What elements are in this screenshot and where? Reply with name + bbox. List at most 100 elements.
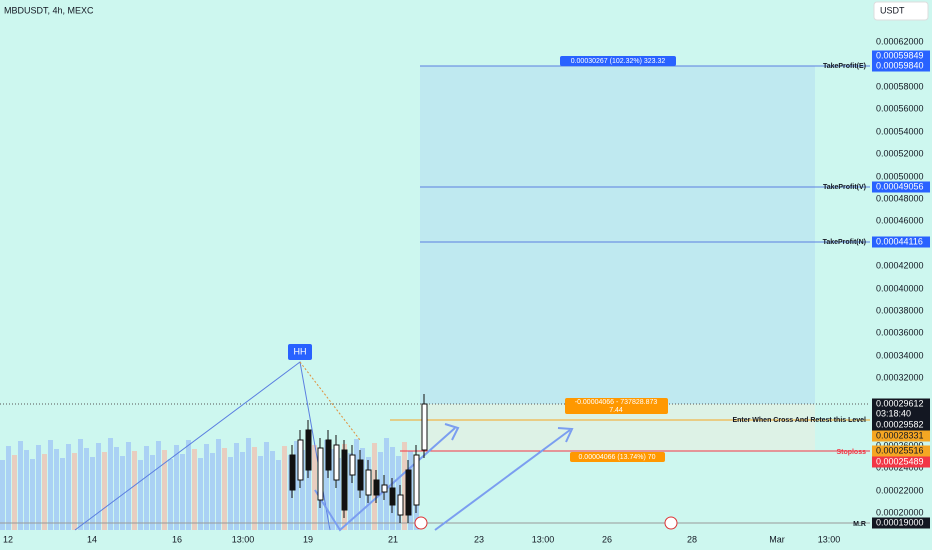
candle <box>349 454 356 476</box>
candle <box>333 444 340 481</box>
candle <box>357 459 364 491</box>
price-badge <box>872 408 930 420</box>
price-badge-text: 0.00059849 <box>876 50 924 60</box>
currency-button[interactable] <box>873 1 929 21</box>
volume-bar <box>12 455 17 530</box>
price-badge-text: 03:18:40 <box>876 408 911 418</box>
price-label: 0.00052000 <box>876 148 924 158</box>
volume-bar <box>192 449 197 530</box>
time-label: Mar <box>769 534 785 544</box>
candle <box>365 469 372 496</box>
volume-bar <box>288 455 293 530</box>
volume-bar <box>336 458 341 530</box>
price-badge <box>872 456 930 468</box>
volume-bar <box>258 456 263 530</box>
hh-label: HH <box>294 346 307 356</box>
candle <box>405 469 412 516</box>
position-label-box <box>565 398 668 414</box>
volume-bar <box>246 438 251 530</box>
volume-bar <box>222 448 227 530</box>
time-axis: 12 14 16 13:00 19 21 23 13:00 26 28 Mar 13:00 <box>3 534 840 544</box>
volume-bar <box>18 441 23 530</box>
symbol-title: MBDUSDT, 4h, MEXC <box>4 5 94 15</box>
price-badge <box>872 50 930 62</box>
stoploss-label: Stoploss <box>836 449 866 456</box>
volume-bar <box>72 453 77 530</box>
price-label: 0.00058000 <box>876 81 924 91</box>
volume-bar <box>132 451 137 530</box>
volume-bar <box>66 444 71 530</box>
candle <box>381 484 388 493</box>
price-label: 0.00034000 <box>876 350 924 360</box>
volume-bar <box>78 439 83 530</box>
volume-bar <box>156 441 161 530</box>
position-label: -0.00004066 - 737828.873 <box>575 399 658 406</box>
volume-bar <box>324 440 329 530</box>
loss-label: 0.00004066 (13.74%) 70 <box>578 454 655 461</box>
volume-bar <box>174 445 179 530</box>
volume-bar <box>144 446 149 530</box>
candle <box>305 429 312 471</box>
volume-bar <box>0 460 5 530</box>
price-label: 0.00062000 <box>876 36 924 46</box>
time-label: 12 <box>3 534 13 544</box>
tp-e-label: TakeProfit(E) <box>823 63 866 70</box>
volume-bar <box>234 443 239 530</box>
time-label: 16 <box>172 534 182 544</box>
price-badge-text: 0.00049056 <box>876 181 924 191</box>
price-label: 0.00026000 <box>876 440 924 450</box>
candles <box>289 394 428 523</box>
volume-bar <box>120 456 125 530</box>
volume-bar <box>90 457 95 530</box>
price-label: 0.00042000 <box>876 260 924 270</box>
time-label: 26 <box>602 534 612 544</box>
volume-bar <box>312 445 317 530</box>
profit-label: 0.00030267 (102.32%) 323.32 <box>571 58 666 65</box>
price-label: 0.00056000 <box>876 103 924 113</box>
volume-bar <box>384 438 389 530</box>
volume-bars <box>0 438 419 530</box>
hh-badge <box>288 344 312 360</box>
price-label: 0.00048000 <box>876 193 924 203</box>
volume-bar <box>42 454 47 530</box>
price-badge-text: 0.00019000 <box>876 517 924 527</box>
volume-bar <box>354 439 359 530</box>
price-label: 0.00036000 <box>876 327 924 337</box>
volume-bar <box>270 451 275 530</box>
volume-bar <box>180 454 185 530</box>
volume-bar <box>228 457 233 530</box>
volume-bar <box>108 438 113 530</box>
volume-bar <box>138 460 143 530</box>
volume-bar <box>216 439 221 530</box>
price-badge-text: 0.00029582 <box>876 419 924 429</box>
currency[interactable]: USDT <box>880 5 905 15</box>
time-label: 23 <box>474 534 484 544</box>
volume-bar <box>162 450 167 530</box>
volume-bar <box>60 458 65 530</box>
price-label: 0.00054000 <box>876 126 924 136</box>
price-badge-text: 0.00028331 <box>876 430 924 440</box>
price-label: 0.00046000 <box>876 215 924 225</box>
volume-bar <box>402 442 407 530</box>
volume-bar <box>126 442 131 530</box>
volume-bar <box>186 440 191 530</box>
volume-bar <box>264 442 269 530</box>
price-badge <box>872 181 930 193</box>
mr-label: M.R <box>853 521 866 528</box>
candle <box>373 479 380 496</box>
price-badge-text: 0.00059840 <box>876 60 924 70</box>
time-label: 13:00 <box>532 534 555 544</box>
volume-bar <box>30 459 35 530</box>
volume-bar <box>150 455 155 530</box>
volume-bar <box>198 458 203 530</box>
profit-zone <box>420 66 815 404</box>
event-flag <box>664 516 678 530</box>
entry-label: Enter When Cross And Retest this Level <box>732 417 866 424</box>
volume-bar <box>396 456 401 530</box>
volume-bar <box>252 447 257 530</box>
volume-bar <box>306 459 311 530</box>
price-badge <box>872 517 930 529</box>
time-label: 19 <box>303 534 313 544</box>
